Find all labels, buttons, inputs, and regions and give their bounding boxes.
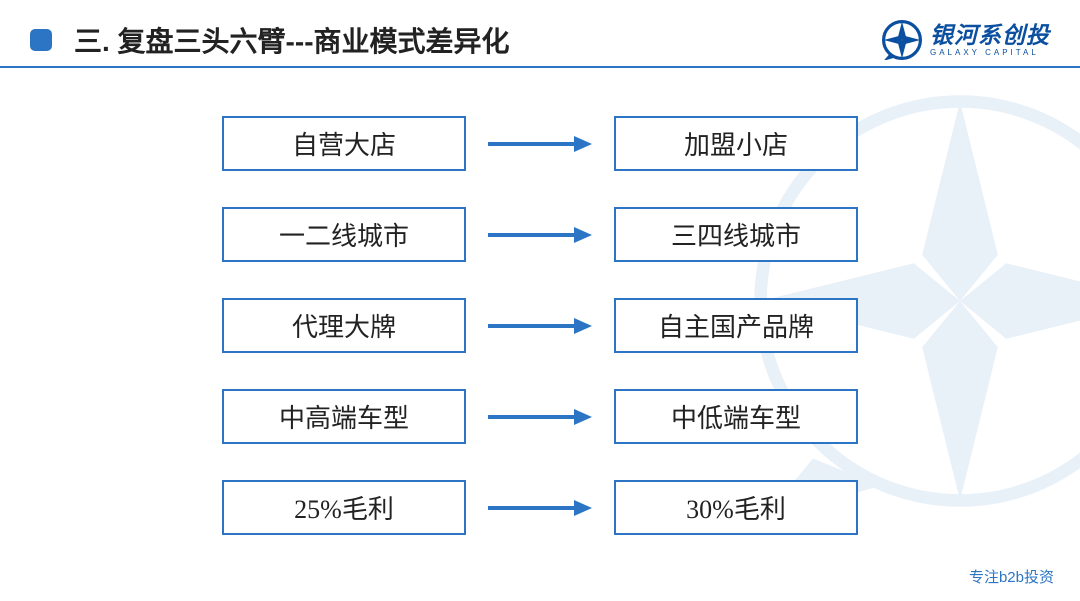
header: 三. 复盘三头六臂---商业模式差异化 银河系创投 GALAXY CAPITAL	[0, 0, 1080, 60]
comparison-row: 自营大店 加盟小店	[222, 116, 858, 171]
arrow-icon	[488, 316, 592, 336]
footer-tagline: 专注b2b投资	[969, 566, 1054, 587]
box-right: 自主国产品牌	[614, 298, 858, 353]
comparison-rows: 自营大店 加盟小店 一二线城市 三四线城市 代理大牌 自主国产品牌 中高端车型 …	[0, 116, 1080, 535]
page-title: 三. 复盘三头六臂---商业模式差异化	[74, 20, 882, 60]
comparison-row: 一二线城市 三四线城市	[222, 207, 858, 262]
arrow-icon	[488, 134, 592, 154]
box-right: 三四线城市	[614, 207, 858, 262]
comparison-row: 25%毛利 30%毛利	[222, 480, 858, 535]
arrow-icon	[488, 407, 592, 427]
comparison-row: 代理大牌 自主国产品牌	[222, 298, 858, 353]
box-left: 中高端车型	[222, 389, 466, 444]
comparison-row: 中高端车型 中低端车型	[222, 389, 858, 444]
header-divider	[0, 66, 1080, 68]
brand-logo-icon	[882, 20, 922, 60]
box-left: 自营大店	[222, 116, 466, 171]
title-bullet-icon	[30, 29, 52, 51]
brand-logo-subtext: GALAXY CAPITAL	[930, 49, 1050, 57]
box-right: 30%毛利	[614, 480, 858, 535]
box-left: 25%毛利	[222, 480, 466, 535]
brand-logo: 银河系创投 GALAXY CAPITAL	[882, 20, 1050, 60]
box-left: 代理大牌	[222, 298, 466, 353]
box-right: 中低端车型	[614, 389, 858, 444]
brand-logo-text: 银河系创投	[930, 24, 1050, 47]
box-right: 加盟小店	[614, 116, 858, 171]
box-left: 一二线城市	[222, 207, 466, 262]
arrow-icon	[488, 225, 592, 245]
arrow-icon	[488, 498, 592, 518]
